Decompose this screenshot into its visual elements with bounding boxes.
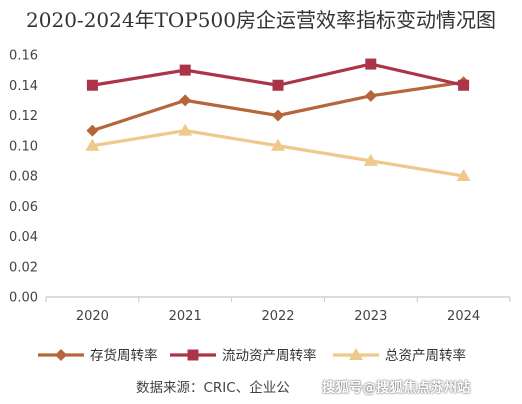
- y-tick-label: 0.00: [9, 291, 38, 306]
- chart-series-markers: [85, 58, 471, 181]
- y-tick-label: 0.12: [9, 109, 38, 124]
- chart-axes: 0.00 0.02 0.04 0.06 0.08 0.10 0.12 0.14 0.16 2020…: [9, 49, 511, 324]
- data-point-series-2: [86, 79, 98, 91]
- data-point-series-1: [179, 94, 192, 107]
- data-point-series-3: [271, 138, 285, 151]
- y-tick-label: 0.08: [9, 170, 38, 185]
- data-point-series-2: [179, 64, 191, 76]
- y-tick-label: 0.02: [9, 260, 38, 275]
- chart-legend: 存货周转率 流动资产周转率 总资产周转率: [38, 347, 466, 364]
- legend-marker-2: [187, 349, 199, 361]
- x-tick-label: 2024: [447, 309, 480, 324]
- x-tick-label: 2022: [261, 309, 294, 324]
- data-point-series-1: [364, 89, 377, 102]
- data-source-note: 数据来源：CRIC、企业公: [136, 380, 290, 396]
- y-tick-label: 0.04: [9, 230, 38, 245]
- y-tick-label: 0.10: [9, 139, 38, 154]
- data-point-series-3: [456, 169, 471, 181]
- data-point-series-1: [86, 124, 99, 137]
- x-tick-label: 2023: [354, 309, 387, 324]
- data-point-series-1: [272, 109, 284, 122]
- data-point-series-3: [178, 123, 193, 136]
- chart-title: 2020-2024年TOP500房企运营效率指标变动情况图: [26, 8, 496, 32]
- legend-marker-1: [55, 349, 67, 361]
- data-point-series-2: [365, 58, 377, 70]
- legend-marker-3: [349, 348, 363, 360]
- data-point-series-3: [85, 138, 100, 151]
- y-tick-label: 0.16: [9, 49, 38, 64]
- x-tick-label: 2020: [76, 309, 109, 324]
- legend-label: 流动资产周转率: [222, 347, 317, 364]
- legend-label: 存货周转率: [90, 347, 158, 364]
- data-point-series-2: [458, 79, 470, 91]
- x-tick-label: 2021: [169, 309, 202, 324]
- data-point-series-3: [363, 153, 378, 166]
- y-tick-label: 0.14: [9, 79, 38, 94]
- data-point-series-2: [272, 79, 284, 91]
- legend-label: 总资产周转率: [385, 347, 466, 364]
- watermark-text: 搜狐号@搜狐焦点苏州站: [322, 380, 471, 396]
- series-line-3: [92, 129, 464, 178]
- y-tick-label: 0.06: [9, 200, 38, 215]
